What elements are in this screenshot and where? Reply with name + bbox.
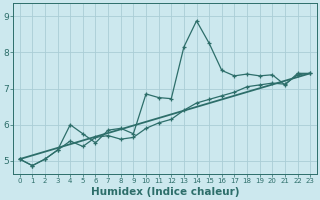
X-axis label: Humidex (Indice chaleur): Humidex (Indice chaleur) [91,187,239,197]
